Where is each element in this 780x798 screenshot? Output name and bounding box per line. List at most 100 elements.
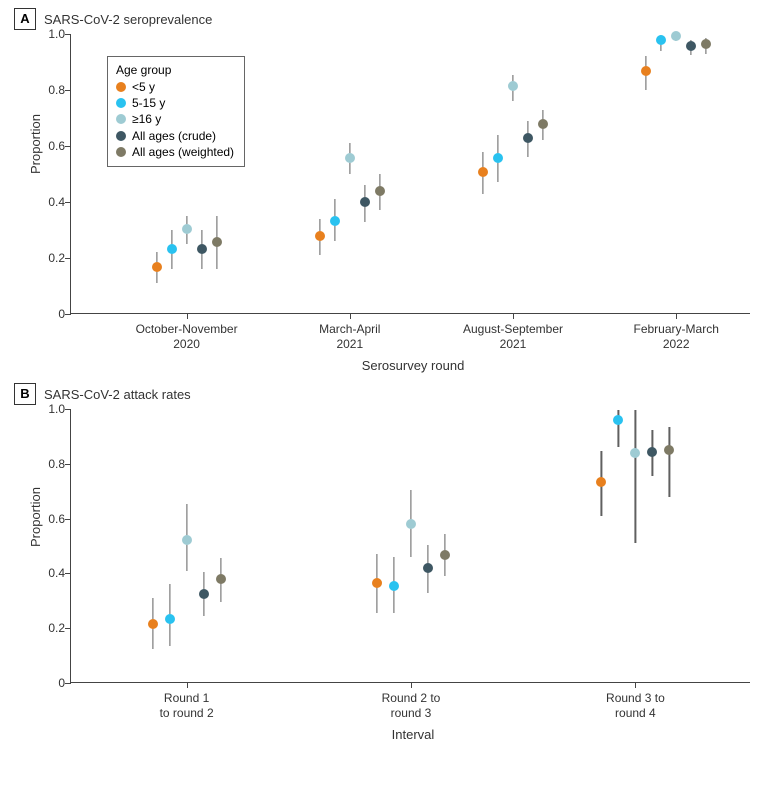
ytick-mark: [65, 146, 71, 147]
ytick-mark: [65, 628, 71, 629]
xtick-label: Round 3 toround 4: [606, 691, 665, 720]
ytick-label: 0.2: [27, 621, 65, 635]
data-point: [360, 197, 370, 207]
data-point: [389, 581, 399, 591]
legend-item: All ages (crude): [116, 128, 234, 144]
legend-item: All ages (weighted): [116, 144, 234, 160]
data-point: [182, 224, 192, 234]
data-point: [701, 39, 711, 49]
xtick-mark: [187, 313, 188, 319]
panel-a-chart-wrap: Proportion 00.20.40.60.81.0October-Novem…: [70, 34, 756, 373]
error-bar: [669, 427, 670, 497]
ytick-mark: [65, 519, 71, 520]
legend: Age group <5 y5-15 y≥16 yAll ages (crude)…: [107, 56, 245, 167]
error-bar: [635, 410, 636, 543]
ytick-label: 0.4: [27, 195, 65, 209]
xtick-mark: [513, 313, 514, 319]
data-point: [508, 81, 518, 91]
data-point: [423, 563, 433, 573]
ytick-mark: [65, 464, 71, 465]
data-point: [199, 589, 209, 599]
data-point: [167, 244, 177, 254]
xtick-mark: [635, 682, 636, 688]
data-point: [641, 66, 651, 76]
data-point: [216, 574, 226, 584]
ytick-label: 0.6: [27, 512, 65, 526]
legend-label: All ages (crude): [132, 128, 216, 144]
data-point: [671, 31, 681, 41]
ytick-mark: [65, 34, 71, 35]
data-point: [596, 477, 606, 487]
ytick-label: 0: [27, 307, 65, 321]
ytick-mark: [65, 314, 71, 315]
ytick-label: 0.8: [27, 457, 65, 471]
data-point: [330, 216, 340, 226]
ytick-mark: [65, 409, 71, 410]
ytick-label: 0: [27, 676, 65, 690]
legend-swatch-icon: [116, 147, 126, 157]
panel-b-caption: SARS-CoV-2 attack rates: [44, 387, 191, 402]
ytick-label: 1.0: [27, 27, 65, 41]
ytick-mark: [65, 573, 71, 574]
legend-label: 5-15 y: [132, 95, 165, 111]
panel-b-chart-wrap: Proportion 00.20.40.60.81.0Round 1to rou…: [70, 409, 756, 742]
panel-b-xlabel: Interval: [70, 727, 756, 742]
panel-a: A SARS-CoV-2 seroprevalence Proportion 0…: [14, 8, 766, 373]
panel-b-header: B SARS-CoV-2 attack rates: [14, 383, 766, 405]
data-point: [613, 415, 623, 425]
data-point: [148, 619, 158, 629]
data-point: [372, 578, 382, 588]
panel-a-header: A SARS-CoV-2 seroprevalence: [14, 8, 766, 30]
xtick-label: March-April2021: [319, 322, 380, 351]
ytick-label: 0.2: [27, 251, 65, 265]
data-point: [165, 614, 175, 624]
xtick-label: February-March2022: [634, 322, 719, 351]
data-point: [315, 231, 325, 241]
xtick-mark: [411, 682, 412, 688]
legend-item: <5 y: [116, 79, 234, 95]
legend-swatch-icon: [116, 98, 126, 108]
data-point: [686, 41, 696, 51]
xtick-label: Round 2 toround 3: [382, 691, 441, 720]
data-point: [440, 550, 450, 560]
xtick-label: October-November2020: [136, 322, 238, 351]
legend-label: ≥16 y: [132, 111, 161, 127]
legend-item: 5-15 y: [116, 95, 234, 111]
ytick-mark: [65, 683, 71, 684]
panel-b-plot: 00.20.40.60.81.0Round 1to round 2Round 2…: [70, 409, 750, 683]
data-point: [656, 35, 666, 45]
ytick-mark: [65, 258, 71, 259]
panel-a-plot: 00.20.40.60.81.0October-November2020Marc…: [70, 34, 750, 314]
data-point: [212, 237, 222, 247]
legend-label: All ages (weighted): [132, 144, 234, 160]
data-point: [523, 133, 533, 143]
data-point: [197, 244, 207, 254]
panel-a-caption: SARS-CoV-2 seroprevalence: [44, 12, 212, 27]
legend-swatch-icon: [116, 114, 126, 124]
panel-b: B SARS-CoV-2 attack rates Proportion 00.…: [14, 383, 766, 742]
legend-title: Age group: [116, 63, 234, 77]
panel-a-xlabel: Serosurvey round: [70, 358, 756, 373]
xtick-mark: [187, 682, 188, 688]
ytick-label: 0.4: [27, 566, 65, 580]
data-point: [152, 262, 162, 272]
legend-item: ≥16 y: [116, 111, 234, 127]
data-point: [182, 535, 192, 545]
ytick-label: 0.6: [27, 139, 65, 153]
ytick-label: 0.8: [27, 83, 65, 97]
xtick-label: Round 1to round 2: [160, 691, 214, 720]
xtick-label: August-September2021: [463, 322, 563, 351]
data-point: [375, 186, 385, 196]
ytick-label: 1.0: [27, 402, 65, 416]
legend-swatch-icon: [116, 82, 126, 92]
data-point: [345, 153, 355, 163]
data-point: [538, 119, 548, 129]
page: A SARS-CoV-2 seroprevalence Proportion 0…: [0, 0, 780, 798]
ytick-mark: [65, 90, 71, 91]
data-point: [647, 447, 657, 457]
data-point: [478, 167, 488, 177]
legend-label: <5 y: [132, 79, 155, 95]
data-point: [630, 448, 640, 458]
xtick-mark: [350, 313, 351, 319]
legend-swatch-icon: [116, 131, 126, 141]
